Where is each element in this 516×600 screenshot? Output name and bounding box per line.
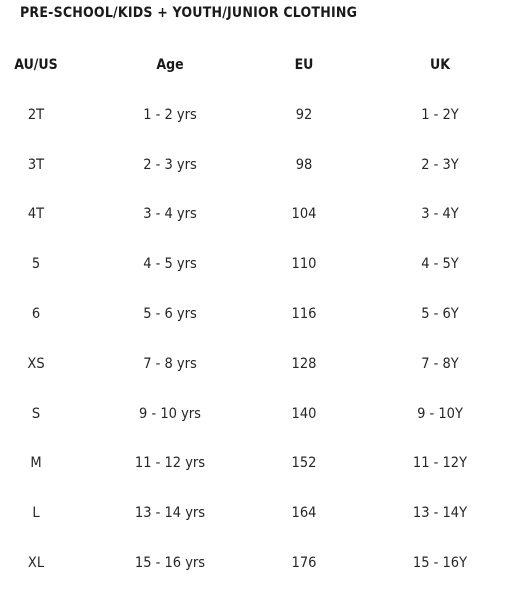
table-row: 3T 2 - 3 yrs 98 2 - 3Y [0,140,516,190]
cell-au-us: XL [27,555,45,572]
cell-au-us: 4T [27,206,45,223]
cell-au-us: XS [27,355,45,372]
cell-uk: 13 - 14Y [412,505,468,522]
table-row: L 13 - 14 yrs 164 13 - 14Y [0,488,516,538]
cell-uk: 3 - 4Y [421,206,459,223]
cell-au-us: L [32,505,40,522]
cell-eu: 110 [291,256,317,273]
cell-eu: 104 [291,206,317,223]
cell-au-us: 3T [27,156,45,173]
cell-uk: 4 - 5Y [421,256,459,273]
cell-uk: 1 - 2Y [421,106,459,123]
table-row: XL 15 - 16 yrs 176 15 - 16Y [0,538,516,588]
cell-au-us: 6 [31,306,41,323]
cell-au-us: M [30,455,42,472]
table-row: 5 4 - 5 yrs 110 4 - 5Y [0,239,516,289]
cell-age: 15 - 16 yrs [134,555,206,572]
cell-uk: 2 - 3Y [421,156,459,173]
cell-age: 5 - 6 yrs [143,306,197,323]
cell-age: 13 - 14 yrs [134,505,206,522]
table-row: 6 5 - 6 yrs 116 5 - 6Y [0,289,516,339]
table-row: 4T 3 - 4 yrs 104 3 - 4Y [0,190,516,240]
cell-eu: 128 [291,355,317,372]
cell-age: 11 - 12 yrs [134,455,206,472]
cell-au-us: S [31,405,41,422]
cell-eu: 98 [295,156,313,173]
cell-age: 7 - 8 yrs [143,355,197,372]
header-row: AU/US Age EU UK [0,40,516,90]
cell-age: 9 - 10 yrs [139,405,201,422]
column-header-au-us: AU/US [14,57,58,73]
table-row: 2T 1 - 2 yrs 92 1 - 2Y [0,90,516,140]
cell-age: 3 - 4 yrs [143,206,197,223]
cell-age: 1 - 2 yrs [143,106,197,123]
cell-eu: 152 [291,455,317,472]
column-header-uk: UK [430,57,450,73]
column-header-age: Age [156,57,184,73]
size-chart-table: AU/US Age EU UK 2T 1 - 2 yrs 92 1 - 2Y 3… [0,40,516,588]
cell-uk: 5 - 6Y [421,306,459,323]
cell-eu: 140 [291,405,317,422]
cell-eu: 116 [291,306,317,323]
cell-eu: 176 [291,555,317,572]
cell-eu: 164 [291,505,317,522]
cell-uk: 15 - 16Y [412,555,468,572]
column-header-eu: EU [294,57,314,73]
table-row: M 11 - 12 yrs 152 11 - 12Y [0,439,516,489]
table-row: S 9 - 10 yrs 140 9 - 10Y [0,389,516,439]
cell-uk: 11 - 12Y [412,455,468,472]
cell-uk: 7 - 8Y [421,355,459,372]
cell-uk: 9 - 10Y [417,405,463,422]
cell-eu: 92 [295,106,313,123]
table-row: XS 7 - 8 yrs 128 7 - 8Y [0,339,516,389]
cell-age: 4 - 5 yrs [143,256,197,273]
cell-au-us: 2T [27,106,45,123]
page-title: PRE-SCHOOL/KIDS + YOUTH/JUNIOR CLOTHING [20,5,358,21]
cell-au-us: 5 [31,256,41,273]
cell-age: 2 - 3 yrs [143,156,197,173]
